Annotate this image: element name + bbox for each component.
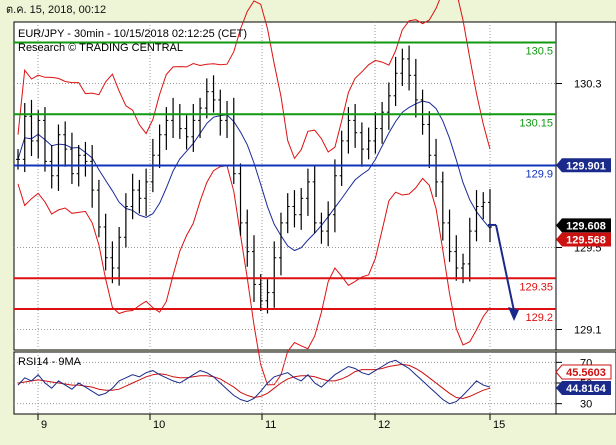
price-axis-panel [555,21,616,351]
rsi-ma-line [17,363,491,400]
price-panel [13,21,557,351]
forecast-arrow-line [495,224,515,312]
timestamp-bar: ต.ค. 15, 2018, 00:12 [0,0,616,20]
levels-layer: 130.5 130.15 129.9 129.35 129.2 [14,41,556,324]
rsi-title: RSI14 - 9MA [18,356,82,368]
rsi-value-label: 44.8164 [566,383,607,395]
chart-subtitle: Research © TRADING CENTRAL [18,42,183,54]
rsi-line [17,359,491,405]
axis-layer: 910111215130.3129.9129.5129.1129.901129.… [37,79,611,431]
x-tick-label: 12 [378,419,390,431]
level-label: 129.9 [525,169,553,181]
y-tick-label: 129.1 [574,325,602,337]
x-tick-label: 9 [41,419,47,431]
price-tag [556,158,611,173]
bollinger-upper-line [17,0,491,160]
y-tick-label: 130.3 [574,79,602,91]
price-tag-label: 129.901 [566,160,606,172]
level-label: 130.5 [525,46,553,58]
chart-title: EUR/JPY - 30min - 10/15/2018 02:12:25 (C… [18,28,247,40]
level-label: 130.15 [519,117,553,129]
price-tag-label: 129.608 [566,220,606,232]
level-label: 129.35 [519,281,553,293]
bollinger-lower-line [17,165,491,386]
level-label: 129.2 [525,312,553,324]
rsi-value-label: 45.5603 [566,367,606,379]
price-tag-label: 129.568 [566,235,606,247]
price-tag [556,232,611,247]
timestamp-text: ต.ค. 15, 2018, 00:12 [6,4,107,16]
x-tick-label: 15 [493,419,505,431]
rsi-tick-label: 30 [580,399,592,411]
price-bars-layer [16,45,492,314]
forecast-arrowhead [508,307,519,321]
x-tick-label: 10 [153,419,165,431]
rsi-value-tag [555,364,612,380]
price-tag [556,218,611,233]
x-tick-label: 11 [265,419,276,431]
rsi-value-tag [556,381,611,395]
